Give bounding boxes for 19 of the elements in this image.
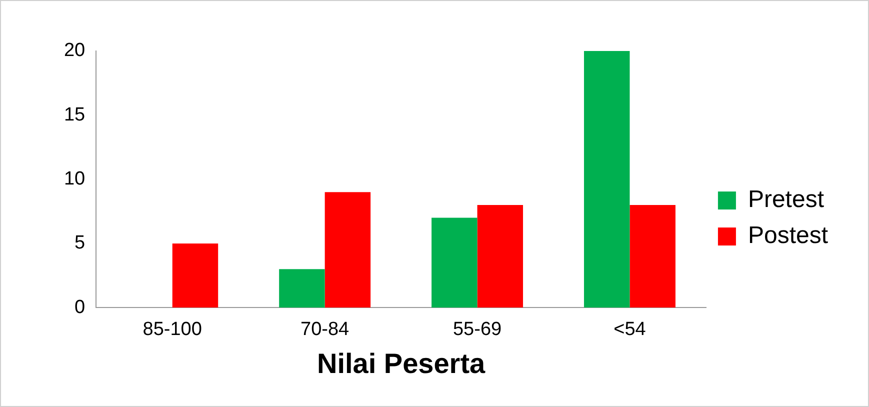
- bar: [584, 51, 630, 308]
- bar: [432, 218, 478, 308]
- x-tick-label: 55-69: [452, 319, 502, 340]
- y-tick-label: 10: [64, 168, 86, 190]
- x-tick-label: 70-84: [300, 319, 350, 340]
- y-tick-label: 20: [64, 40, 86, 62]
- bar: [630, 204, 676, 308]
- bar: [172, 243, 218, 308]
- y-tick-label: 15: [64, 104, 86, 126]
- legend-label: Postest: [748, 222, 828, 250]
- legend-label: Pretest: [748, 186, 824, 214]
- bar: [477, 204, 524, 308]
- x-axis-title: Nilai Peserta: [316, 348, 486, 379]
- y-tick-label: 0: [74, 296, 86, 318]
- x-tick-label: <54: [614, 319, 646, 340]
- bar: [279, 269, 325, 308]
- bar: [324, 192, 371, 308]
- y-tick-label: 5: [74, 232, 86, 254]
- x-tick-label: 85-100: [142, 319, 202, 340]
